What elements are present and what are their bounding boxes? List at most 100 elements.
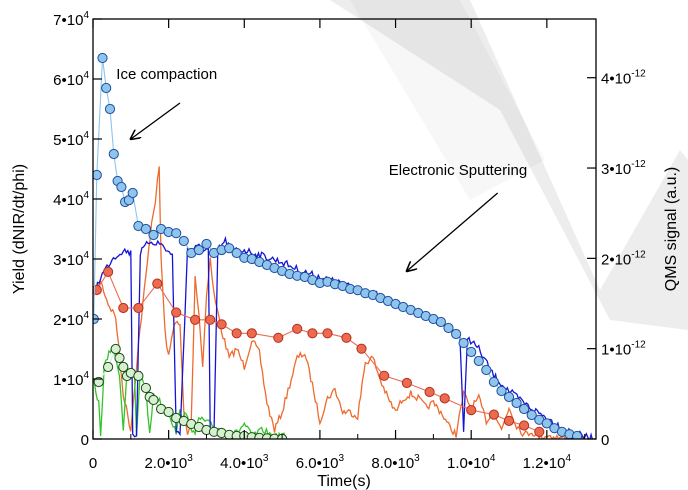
x-tick-label: 6.0•103: [296, 453, 345, 472]
data-point: [458, 337, 469, 349]
data-point: [519, 420, 530, 431]
data-point: [193, 244, 204, 256]
y-axis-title: Yield (dNIR/dt/phi): [11, 164, 28, 294]
y2-axis-title: QMS signal (a.u.): [663, 167, 680, 291]
data-point: [148, 394, 159, 406]
data-point: [116, 181, 127, 193]
data-point: [519, 403, 530, 415]
y2-tick-label: 3•10-12: [601, 159, 646, 178]
annotation-label: Ice compaction: [116, 66, 217, 83]
data-point: [118, 302, 129, 314]
y-axis-left: 0 1•104 2•104 3•104 4•104 5•104 6•104 7•104: [53, 10, 102, 449]
data-point: [379, 370, 390, 381]
y-tick-label: 0: [81, 432, 89, 449]
series-connector: [93, 57, 578, 437]
data-point: [190, 314, 201, 325]
data-point: [356, 343, 367, 354]
data-point: [526, 409, 537, 421]
x-tick-label: 1.2•104: [523, 453, 572, 472]
x-tick-label: 2.0•103: [144, 453, 193, 472]
data-point: [307, 328, 318, 339]
data-point: [435, 316, 446, 328]
data-point: [292, 323, 303, 334]
data-point: [466, 346, 477, 358]
y-tick-label: 1•104: [53, 370, 89, 389]
data-point: [496, 385, 507, 397]
data-point: [133, 370, 144, 382]
data-point: [152, 278, 163, 289]
data-point: [171, 228, 182, 239]
data-point: [178, 235, 189, 247]
data-point: [93, 284, 102, 296]
data-point: [118, 361, 129, 373]
series-2: [93, 266, 545, 437]
y-tick-label: 4•104: [53, 190, 89, 209]
data-point: [108, 148, 119, 160]
y-axis-right: 0 1•10-12 2•10-12 3•10-12 4•10-12: [587, 69, 646, 449]
y2-tick-label: 4•10-12: [601, 69, 646, 88]
y-tick-label: 3•104: [53, 250, 89, 269]
data-point: [231, 247, 242, 259]
data-point: [205, 314, 216, 325]
data-point: [481, 364, 492, 376]
data-point: [572, 430, 583, 439]
data-point: [127, 187, 138, 199]
x-axis: 0 2.0•103 4.0•103 6.0•103 8.0•103 1.0•104 1.2•…: [89, 19, 586, 472]
data-point: [473, 355, 484, 367]
data-point: [451, 328, 462, 340]
data-point: [171, 307, 182, 318]
annotations: Ice compaction Electronic Sputtering: [116, 66, 527, 271]
data-point: [93, 376, 104, 388]
data-point: [103, 361, 114, 373]
data-point: [443, 322, 454, 334]
data-point: [93, 169, 102, 181]
data-point: [424, 386, 435, 398]
data-point: [133, 302, 144, 314]
y2-tick-label: 1•10-12: [601, 340, 646, 359]
data-point: [401, 377, 412, 389]
data-point: [110, 343, 121, 355]
series-layer: [93, 52, 596, 439]
data-point: [488, 409, 499, 420]
y2-tick-label: 0: [601, 432, 609, 449]
data-point: [201, 238, 212, 250]
data-point: [503, 415, 515, 426]
data-point: [246, 328, 257, 339]
plot-frame: [92, 18, 597, 440]
data-point: [140, 382, 151, 394]
data-point: [341, 332, 352, 343]
data-point: [101, 82, 112, 94]
data-point: [148, 229, 159, 241]
series-4: [93, 343, 288, 439]
x-tick-label: 4.0•103: [220, 453, 269, 472]
y-tick-label: 5•104: [53, 130, 89, 149]
data-point: [104, 103, 116, 115]
data-point: [216, 319, 227, 330]
x-tick-label: 0: [89, 455, 97, 472]
data-point: [511, 397, 522, 409]
data-point: [541, 418, 552, 429]
x-tick-label: 1.0•104: [447, 453, 496, 472]
data-point: [322, 328, 333, 339]
data-point: [231, 328, 242, 339]
data-point: [439, 393, 450, 404]
annotation-label: Electronic Sputtering: [389, 162, 527, 179]
x-axis-title: Time(s): [317, 473, 371, 490]
data-point: [163, 406, 174, 418]
x-tick-label: 8.0•103: [371, 453, 420, 472]
y-tick-label: 6•104: [53, 70, 89, 89]
data-point: [273, 332, 284, 343]
data-point: [488, 376, 499, 388]
series-0: [93, 52, 583, 439]
y-tick-label: 7•104: [53, 10, 89, 29]
y-tick-label: 2•104: [53, 310, 89, 329]
data-point: [224, 243, 235, 254]
y2-tick-label: 2•10-12: [601, 249, 646, 268]
data-point: [103, 266, 114, 277]
data-point: [114, 352, 125, 364]
annotation-arrow: [131, 102, 181, 139]
data-point: [140, 223, 151, 235]
annotation-arrow: [407, 192, 499, 271]
data-point: [466, 405, 477, 416]
